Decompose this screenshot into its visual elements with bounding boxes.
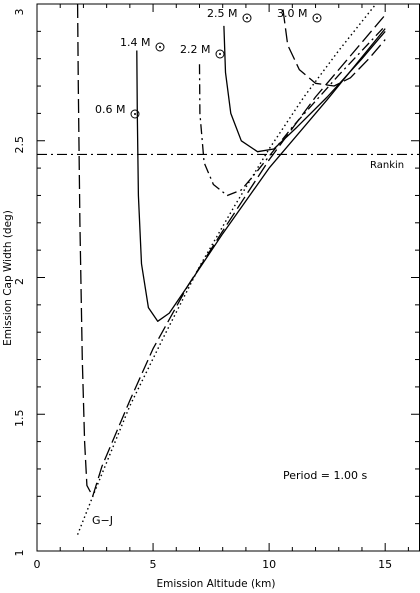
y-tick-label: 3 <box>13 9 26 16</box>
curve-2-5-msun <box>223 25 386 153</box>
mass-value: 2.5 M <box>207 7 237 20</box>
sun-symbol-dot <box>316 17 318 19</box>
sun-symbol-dot <box>219 53 221 55</box>
mass-label-2-2: 2.2 M <box>180 43 225 59</box>
mass-value: 0.6 M <box>95 103 125 116</box>
y-tick-label: 2.5 <box>13 136 26 154</box>
x-tick-label: 5 <box>150 558 157 571</box>
sun-symbol-dot <box>134 113 136 115</box>
rankin-label: Rankin <box>370 160 404 171</box>
gj-label: G−J <box>92 514 113 527</box>
curve-1-4-msun <box>136 28 386 322</box>
x-tick-label: 15 <box>378 558 392 571</box>
y-tick-label: 2 <box>13 278 26 285</box>
y-axis-title: Emission Cap Width (deg) <box>2 210 14 346</box>
mass-label-1-4: 1.4 M <box>120 36 165 52</box>
x-axis-title: Emission Altitude (km) <box>157 578 276 590</box>
mass-label-2-5: 2.5 M <box>207 7 252 23</box>
sun-symbol-icon <box>312 13 322 23</box>
sun-symbol-icon <box>130 109 140 119</box>
curve-0-6-msun <box>76 3 386 497</box>
sun-symbol-icon <box>215 49 225 59</box>
sun-symbol-dot <box>246 17 248 19</box>
mass-label-0-6: 0.6 M <box>95 103 140 119</box>
mass-value: 2.2 M <box>180 43 210 56</box>
mass-label-3-0: 3.0 M <box>277 7 322 23</box>
x-tick-label: 0 <box>34 558 41 571</box>
curve-2-2-msun <box>198 25 386 197</box>
mass-value: 1.4 M <box>120 36 150 49</box>
sun-symbol-icon <box>242 13 252 23</box>
curve-3-0-msun <box>282 9 386 87</box>
period-annotation: Period = 1.00 s <box>283 469 367 482</box>
y-tick-label: 1.5 <box>13 410 26 428</box>
gj-line <box>76 3 377 535</box>
x-tick-label: 10 <box>262 558 276 571</box>
mass-value: 3.0 M <box>277 7 307 20</box>
y-tick-label: 1 <box>13 550 26 557</box>
sun-symbol-dot <box>159 46 161 48</box>
sun-symbol-icon <box>155 42 165 52</box>
